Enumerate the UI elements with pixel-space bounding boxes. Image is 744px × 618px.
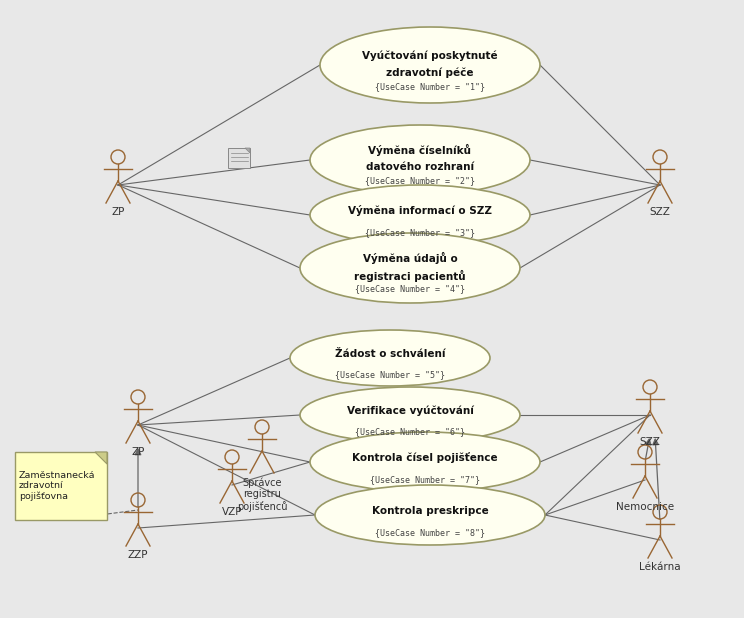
Text: datového rozhraní: datového rozhraní — [366, 162, 474, 172]
Bar — [15, 452, 107, 520]
Text: {UseCase Number = "3"}: {UseCase Number = "3"} — [365, 229, 475, 237]
Ellipse shape — [310, 185, 530, 245]
Text: Nemocnice: Nemocnice — [616, 502, 674, 512]
Text: Správce
registru
pojišťenců: Správce registru pojišťenců — [237, 477, 287, 512]
Text: {UseCase Number = "5"}: {UseCase Number = "5"} — [335, 371, 445, 379]
Text: Verifikace vyúčtování: Verifikace vyúčtování — [347, 406, 473, 417]
Text: Výměna informací o SZZ: Výměna informací o SZZ — [348, 206, 492, 216]
Text: Výměna číselníků: Výměna číselníků — [368, 144, 472, 156]
Text: Vyúčtování poskytnuté: Vyúčtování poskytnuté — [362, 51, 498, 61]
Ellipse shape — [310, 125, 530, 195]
Text: Zaměstnanecká
zdravotní
pojišťovna: Zaměstnanecká zdravotní pojišťovna — [19, 471, 95, 501]
Text: {UseCase Number = "4"}: {UseCase Number = "4"} — [355, 284, 465, 293]
Ellipse shape — [315, 485, 545, 545]
Text: {UseCase Number = "1"}: {UseCase Number = "1"} — [375, 82, 485, 91]
Text: Lékárna: Lékárna — [639, 562, 681, 572]
Text: SZZ: SZZ — [640, 437, 661, 447]
Text: zdravotní péče: zdravotní péče — [386, 67, 474, 77]
Text: Kontrola preskripce: Kontrola preskripce — [371, 506, 488, 516]
Polygon shape — [245, 148, 250, 153]
Text: {UseCase Number = "6"}: {UseCase Number = "6"} — [355, 428, 465, 436]
Text: Žádost o schválení: Žádost o schválení — [335, 349, 445, 359]
Text: Výměna údajů o: Výměna údajů o — [362, 252, 458, 264]
Text: Kontrola čísel pojišťence: Kontrola čísel pojišťence — [352, 452, 498, 464]
Text: registraci pacientů: registraci pacientů — [354, 270, 466, 282]
Ellipse shape — [310, 432, 540, 492]
Ellipse shape — [300, 387, 520, 443]
Text: {UseCase Number = "7"}: {UseCase Number = "7"} — [370, 475, 480, 485]
Text: {UseCase Number = "2"}: {UseCase Number = "2"} — [365, 176, 475, 185]
Text: ZZP: ZZP — [128, 550, 148, 560]
Text: VZP: VZP — [222, 507, 243, 517]
Ellipse shape — [290, 330, 490, 386]
Ellipse shape — [300, 233, 520, 303]
Polygon shape — [95, 452, 107, 464]
Text: SZZ: SZZ — [650, 207, 670, 217]
Text: {UseCase Number = "8"}: {UseCase Number = "8"} — [375, 528, 485, 538]
Bar — [228, 148, 250, 168]
Text: ZP: ZP — [131, 447, 144, 457]
Text: ZP: ZP — [112, 207, 125, 217]
Ellipse shape — [320, 27, 540, 103]
